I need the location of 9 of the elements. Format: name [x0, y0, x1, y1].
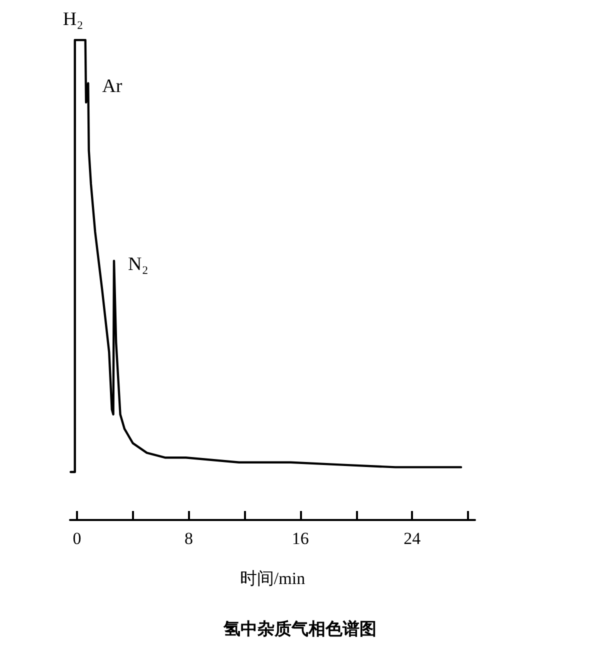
x-tick-label: 0 [72, 529, 82, 548]
x-tick-label: 16 [292, 529, 309, 548]
annotation: Ar [102, 76, 123, 98]
text: 氢中杂质气相色谱图 [222, 620, 376, 640]
annotation: N₂ [128, 254, 148, 275]
x-tick-label: 24 [404, 529, 422, 548]
x-axis-title: 时间/min [240, 569, 306, 588]
annotation: H₂ [62, 9, 84, 30]
x-tick-label: 8 [184, 529, 193, 548]
